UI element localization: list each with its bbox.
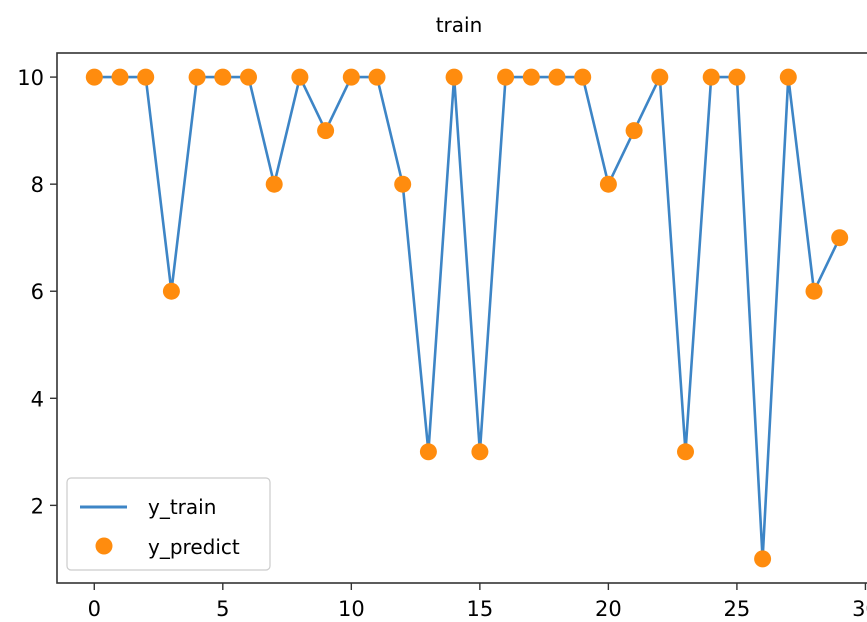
y-tick-label: 10 [17, 66, 44, 90]
data-point-y-predict [137, 68, 155, 86]
data-point-y-predict [779, 68, 797, 86]
data-point-y-predict [471, 443, 489, 461]
legend-swatch-y-predict [95, 537, 113, 555]
data-point-y-predict [677, 443, 694, 461]
data-point-y-predict [111, 68, 129, 86]
x-tick-label: 15 [466, 597, 493, 621]
data-point-y-predict [342, 68, 360, 86]
data-point-y-predict [265, 175, 283, 193]
data-point-y-predict [368, 68, 386, 86]
plot-area [85, 68, 849, 568]
data-point-y-predict [805, 282, 823, 300]
data-point-y-predict [754, 550, 772, 568]
data-point-y-predict [394, 175, 412, 193]
x-tick-label: 0 [88, 597, 101, 621]
data-point-y-predict [651, 68, 669, 86]
data-point-y-predict [188, 68, 206, 86]
data-point-y-predict [317, 122, 335, 140]
data-point-y-predict [291, 68, 309, 86]
data-point-y-predict [574, 68, 592, 86]
data-point-y-predict [214, 68, 232, 86]
data-point-y-predict [702, 68, 720, 86]
y-tick-label: 6 [31, 280, 44, 304]
data-point-y-predict [599, 175, 617, 193]
legend-box [66, 477, 271, 571]
axes-frame [56, 52, 867, 584]
data-point-y-predict [728, 68, 746, 86]
data-point-y-predict [240, 68, 257, 86]
x-tick-label: 5 [216, 597, 229, 621]
x-tick-label: 20 [595, 597, 622, 621]
data-point-y-predict [625, 122, 643, 140]
legend-label-y-train: y_train [148, 495, 216, 519]
y-tick-label: 8 [31, 173, 44, 197]
data-point-y-predict [522, 68, 540, 86]
x-tick-label: 10 [338, 597, 365, 621]
chart-title: train [436, 13, 483, 37]
data-point-y-predict [548, 68, 566, 86]
data-point-y-predict [85, 68, 103, 86]
data-point-y-predict [831, 229, 849, 247]
legend-label-y-predict: y_predict [148, 535, 240, 559]
data-point-y-predict [445, 68, 463, 86]
x-tick-label: 30 [852, 597, 867, 621]
data-point-y-predict [419, 443, 437, 461]
data-point-y-predict [162, 282, 180, 300]
y-tick-label: 2 [31, 494, 44, 518]
legend: y_train y_predict [66, 477, 271, 571]
y-tick-label: 4 [31, 387, 44, 411]
x-tick-label: 25 [724, 597, 751, 621]
axis-ticks: 0 5 10 15 20 25 30 2 4 6 8 10 [17, 66, 867, 621]
data-point-y-predict [497, 68, 515, 86]
